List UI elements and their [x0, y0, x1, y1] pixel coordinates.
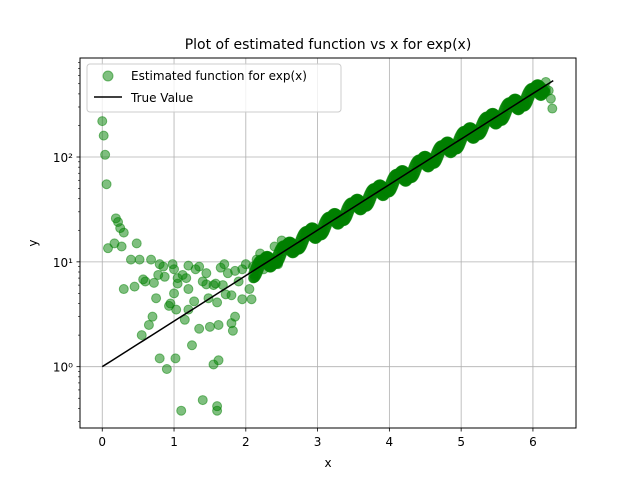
legend: Estimated function for exp(x) True Value — [86, 63, 342, 113]
data-point — [213, 319, 224, 330]
data-point — [230, 311, 241, 322]
data-point — [143, 319, 154, 330]
data-layer — [97, 76, 558, 416]
data-point — [545, 93, 556, 104]
data-point — [131, 238, 142, 249]
x-tick-label: 3 — [314, 435, 322, 449]
data-point — [194, 261, 205, 272]
data-point — [179, 314, 190, 325]
x-axis-label: x — [324, 456, 331, 470]
data-point — [125, 254, 136, 265]
data-point — [169, 288, 180, 299]
data-point — [244, 284, 255, 295]
chart-title: Plot of estimated function vs x for exp(… — [185, 37, 472, 53]
data-point — [109, 238, 120, 249]
data-point — [169, 264, 180, 275]
tick-layer: 0 1 2 3 4 5 6 10⁰ 10¹ 10² — [53, 62, 537, 449]
data-point — [212, 405, 223, 416]
data-point — [100, 149, 111, 160]
data-point — [146, 254, 157, 265]
data-point — [183, 284, 194, 295]
data-point — [213, 355, 224, 366]
data-point — [540, 87, 551, 98]
data-point — [170, 353, 181, 364]
data-point — [136, 330, 147, 341]
data-point — [204, 321, 215, 332]
data-point — [197, 395, 208, 406]
y-axis-label: y — [26, 239, 40, 246]
data-point — [129, 281, 140, 292]
data-point — [269, 241, 280, 252]
y-tick-label: 10² — [53, 151, 73, 165]
data-point — [98, 130, 109, 141]
legend-label-true-value: True Value — [130, 91, 193, 105]
data-point — [101, 179, 112, 190]
data-point — [118, 227, 129, 238]
data-point — [138, 274, 149, 285]
data-point — [212, 297, 223, 308]
x-tick-label: 6 — [529, 435, 537, 449]
data-point — [176, 405, 187, 416]
data-point — [159, 271, 170, 282]
y-tick-label: 10¹ — [53, 256, 73, 270]
legend-marker-estimated — [102, 70, 114, 82]
data-point — [161, 364, 172, 375]
data-point — [181, 273, 192, 284]
data-point — [97, 116, 108, 127]
data-point — [194, 323, 205, 334]
data-point — [201, 268, 212, 279]
x-tick-label: 4 — [386, 435, 394, 449]
data-point — [151, 293, 162, 304]
legend-label-estimated: Estimated function for exp(x) — [131, 69, 307, 83]
data-point — [118, 284, 129, 295]
data-point — [164, 300, 175, 311]
data-point — [154, 259, 165, 270]
data-point — [134, 254, 145, 265]
data-point — [547, 103, 558, 114]
true-value-line — [101, 79, 554, 368]
data-point — [189, 296, 200, 307]
data-point — [246, 294, 257, 305]
data-point — [227, 325, 238, 336]
x-tick-label: 0 — [98, 435, 106, 449]
data-point — [237, 294, 248, 305]
data-point — [220, 289, 231, 300]
y-tick-label: 10⁰ — [53, 361, 73, 375]
data-point — [148, 277, 159, 288]
legend-box — [86, 63, 342, 113]
data-point — [186, 340, 197, 351]
x-tick-label: 2 — [242, 435, 250, 449]
data-point — [147, 311, 158, 322]
data-point — [219, 259, 230, 270]
data-point — [154, 353, 165, 364]
data-point — [183, 260, 194, 271]
x-tick-label: 5 — [457, 435, 465, 449]
data-point — [210, 278, 221, 289]
data-point — [172, 273, 183, 284]
x-tick-label: 1 — [170, 435, 178, 449]
plot-frame — [79, 57, 577, 429]
